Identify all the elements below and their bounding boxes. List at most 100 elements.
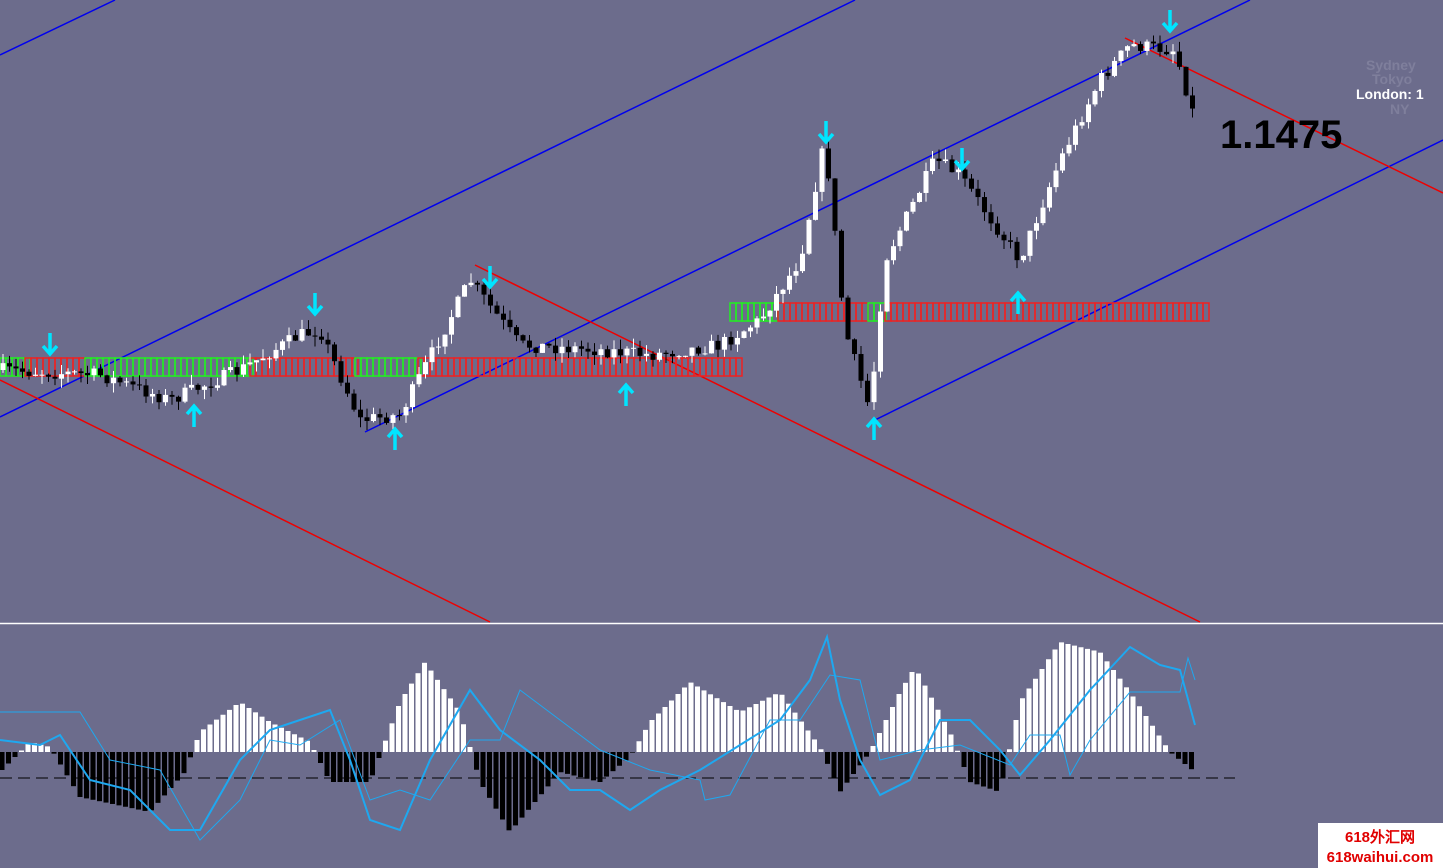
histogram-bar [331,752,336,782]
histogram-bar [688,682,694,752]
candle-body [845,297,851,340]
histogram-bar [961,752,967,767]
candle-body [696,347,701,354]
histogram-bar [1020,698,1025,752]
histogram-bar [805,730,811,752]
histogram-bar [896,694,902,752]
histogram-bar [968,752,973,783]
histogram-bar [259,716,265,752]
histogram-bar [721,702,726,752]
candle-body [657,352,662,360]
histogram-bar [643,729,648,752]
candle-body [1170,51,1176,55]
candle-body [1053,170,1059,188]
histogram-bar [916,673,921,752]
histogram-bar [610,752,616,772]
candle-body [312,335,318,337]
histogram-bar [812,739,817,752]
candle-body [351,393,357,410]
histogram-bar [97,752,102,802]
histogram-bar [818,749,824,752]
candle-body [813,191,818,220]
candle-body [72,371,77,373]
histogram-bar [578,752,583,778]
candle-body [793,271,799,276]
histogram-bar [506,752,512,831]
candle-body [494,305,500,314]
histogram-bar [428,670,434,752]
histogram-bar [565,752,570,774]
histogram-bar [1189,752,1194,770]
histogram-bar [799,721,804,752]
candle-body [397,415,402,417]
candle-body [722,336,727,350]
histogram-bar [981,752,986,787]
candle-body [13,366,19,369]
histogram-bar [1163,745,1168,752]
histogram-bar [233,705,239,752]
histogram-bar [597,752,603,782]
session-label: London: 1 [1356,86,1424,102]
candle-body [1092,90,1098,105]
candle-body [455,296,461,318]
candle-body [709,340,714,354]
histogram-bar [994,752,999,791]
candle-body [319,336,324,340]
candle-body [1047,187,1052,208]
candle-body [637,347,643,356]
candle-body [91,368,97,376]
candle-body [429,347,435,363]
candle-body [553,345,558,354]
oscillator-line [0,656,1196,841]
candle-body [748,327,753,332]
candle-body [865,380,870,403]
candle-body [1105,72,1111,76]
candle-body [39,374,45,376]
histogram-bar [168,752,174,788]
candle-body [416,374,422,385]
watermark-url: 618waihui.com [1327,849,1434,866]
candle-body [566,346,571,353]
histogram-bar [253,712,258,752]
trend-line [0,0,116,56]
histogram-bar [987,752,993,789]
candle-body [1027,230,1033,256]
candle-body [371,414,376,421]
candle-body [1131,44,1137,47]
histogram-bar [149,752,154,811]
candle-body [462,285,467,297]
candle-body [234,367,240,375]
candle-body [670,353,675,357]
histogram-bar [734,709,739,752]
candle-body [754,318,760,328]
candle-body [858,354,864,381]
candle-body [579,346,584,349]
zone-cell [735,357,743,377]
trend-line [364,0,1251,433]
histogram-bar [636,741,642,752]
histogram-bar [877,733,882,752]
histogram-bar [0,752,5,770]
signal-arrow [481,266,499,290]
histogram-bar [422,662,427,752]
histogram-bar [1033,678,1038,752]
histogram-bar [1176,752,1181,759]
candle-body [598,349,604,356]
histogram-bar [825,752,830,764]
candle-body [735,337,740,345]
histogram-bar [539,752,544,795]
histogram-bar [584,752,590,779]
candle-body [949,159,955,173]
histogram-bar [207,724,213,752]
candle-body [715,340,721,350]
candle-body [1099,72,1104,91]
candle-body [98,368,103,376]
candle-body [572,346,578,353]
candle-body [228,367,233,371]
candle-body [767,310,773,317]
candle-body [956,169,961,173]
candle-body [442,334,448,347]
candle-body [130,381,136,385]
candle-body [65,371,71,375]
histogram-bar [1104,661,1110,752]
